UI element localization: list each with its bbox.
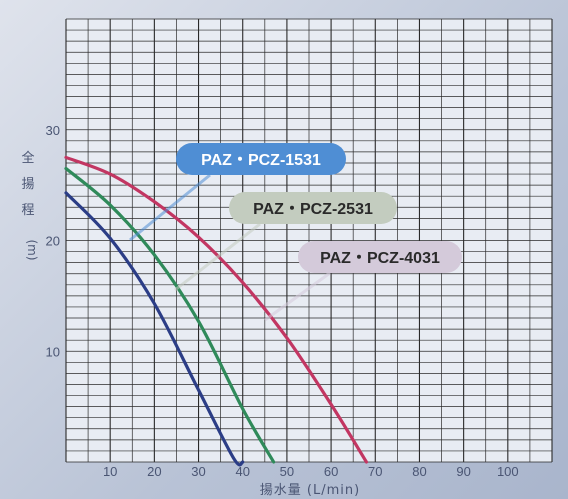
- series-label: PAZ・PCZ-1531: [201, 152, 321, 169]
- y-axis-title-char: 程: [21, 203, 34, 218]
- series-label: PAZ・PCZ-4031: [320, 250, 440, 267]
- callout-leader: [174, 222, 261, 292]
- callout-badge: [298, 241, 462, 273]
- series-label: PAZ・PCZ-2531: [253, 201, 373, 218]
- x-tick-label: 90: [456, 464, 470, 479]
- axis-titles: 全揚程 (m) 揚水量 (L/min): [21, 150, 360, 498]
- series-line-1: [64, 191, 245, 467]
- callout-badge: [176, 143, 346, 175]
- tick-labels: 10 20 30 40 50 60 70 80 90 100 10 20 30: [46, 123, 519, 479]
- series-layer: [64, 155, 369, 467]
- y-tick-label: 20: [46, 234, 60, 249]
- x-tick-label: 20: [147, 464, 161, 479]
- series-line-3: [64, 155, 369, 464]
- x-tick-label: 30: [191, 464, 205, 479]
- grid: [65, 18, 553, 463]
- x-tick-label: 70: [368, 464, 382, 479]
- series-callouts: PAZ・PCZ-1531 PAZ・PCZ-2531 PAZ・PCZ-4031: [129, 143, 462, 322]
- x-tick-label: 60: [324, 464, 338, 479]
- y-tick-label: 10: [46, 344, 60, 359]
- x-tick-label: 40: [235, 464, 249, 479]
- series-line-2: [64, 166, 276, 464]
- y-axis-title-char: 全: [21, 150, 34, 166]
- x-axis-title: 揚水量 (L/min): [260, 482, 360, 498]
- callout-badge: [229, 192, 397, 224]
- y-tick-label: 30: [46, 123, 60, 138]
- y-axis-title-char: 揚: [21, 176, 34, 192]
- callout-leader: [129, 173, 211, 242]
- x-tick-label: 80: [412, 464, 426, 479]
- y-axis-unit: (m): [25, 239, 39, 260]
- x-tick-label: 10: [103, 464, 117, 479]
- x-tick-label: 100: [497, 464, 519, 479]
- callout-leader: [264, 271, 331, 322]
- x-tick-label: 50: [280, 464, 294, 479]
